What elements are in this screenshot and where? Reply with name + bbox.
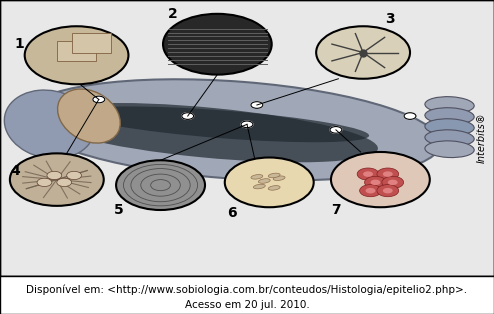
Circle shape xyxy=(383,171,393,177)
Circle shape xyxy=(404,113,416,119)
Text: 7: 7 xyxy=(331,203,341,217)
Circle shape xyxy=(363,171,373,177)
Bar xyxy=(57,41,96,61)
Circle shape xyxy=(388,180,398,185)
Ellipse shape xyxy=(425,108,474,124)
Circle shape xyxy=(116,160,205,210)
Ellipse shape xyxy=(251,175,263,179)
Circle shape xyxy=(225,158,314,207)
Text: 2: 2 xyxy=(168,7,178,21)
Circle shape xyxy=(357,168,379,180)
Circle shape xyxy=(10,153,104,206)
Ellipse shape xyxy=(24,79,441,181)
Circle shape xyxy=(316,26,410,79)
Ellipse shape xyxy=(425,97,474,113)
Circle shape xyxy=(377,168,399,180)
Text: 1: 1 xyxy=(15,37,25,51)
Circle shape xyxy=(163,14,272,75)
Circle shape xyxy=(382,176,404,188)
Circle shape xyxy=(67,171,82,180)
Circle shape xyxy=(370,180,380,185)
Ellipse shape xyxy=(425,141,474,158)
Circle shape xyxy=(57,178,72,187)
Circle shape xyxy=(366,188,375,193)
Circle shape xyxy=(37,178,52,187)
Circle shape xyxy=(241,121,253,128)
FancyBboxPatch shape xyxy=(0,0,494,276)
Ellipse shape xyxy=(425,119,474,135)
Ellipse shape xyxy=(4,90,94,159)
Circle shape xyxy=(25,26,128,84)
Text: 6: 6 xyxy=(227,206,237,220)
Text: 3: 3 xyxy=(385,12,395,26)
Circle shape xyxy=(383,188,393,193)
Ellipse shape xyxy=(76,106,369,142)
Text: 5: 5 xyxy=(114,203,124,217)
Circle shape xyxy=(360,185,381,197)
Text: 4: 4 xyxy=(10,164,20,178)
Text: Disponível em: <http://www.sobiologia.com.br/conteudos/Histologia/epitelio2.php>: Disponível em: <http://www.sobiologia.co… xyxy=(27,284,467,295)
Ellipse shape xyxy=(58,89,120,143)
Circle shape xyxy=(330,127,342,133)
Ellipse shape xyxy=(268,186,280,190)
Ellipse shape xyxy=(37,103,378,162)
Ellipse shape xyxy=(268,173,280,178)
Circle shape xyxy=(365,176,386,188)
Circle shape xyxy=(377,185,399,197)
Circle shape xyxy=(93,96,105,103)
Circle shape xyxy=(182,113,194,119)
Circle shape xyxy=(47,171,62,180)
Ellipse shape xyxy=(253,184,265,189)
Text: Interbits®: Interbits® xyxy=(477,113,487,164)
Ellipse shape xyxy=(425,130,474,147)
Ellipse shape xyxy=(273,176,285,181)
Ellipse shape xyxy=(258,179,270,183)
Circle shape xyxy=(251,102,263,108)
Bar xyxy=(72,33,111,52)
Text: Acesso em 20 jul. 2010.: Acesso em 20 jul. 2010. xyxy=(185,300,309,310)
Circle shape xyxy=(331,152,430,207)
